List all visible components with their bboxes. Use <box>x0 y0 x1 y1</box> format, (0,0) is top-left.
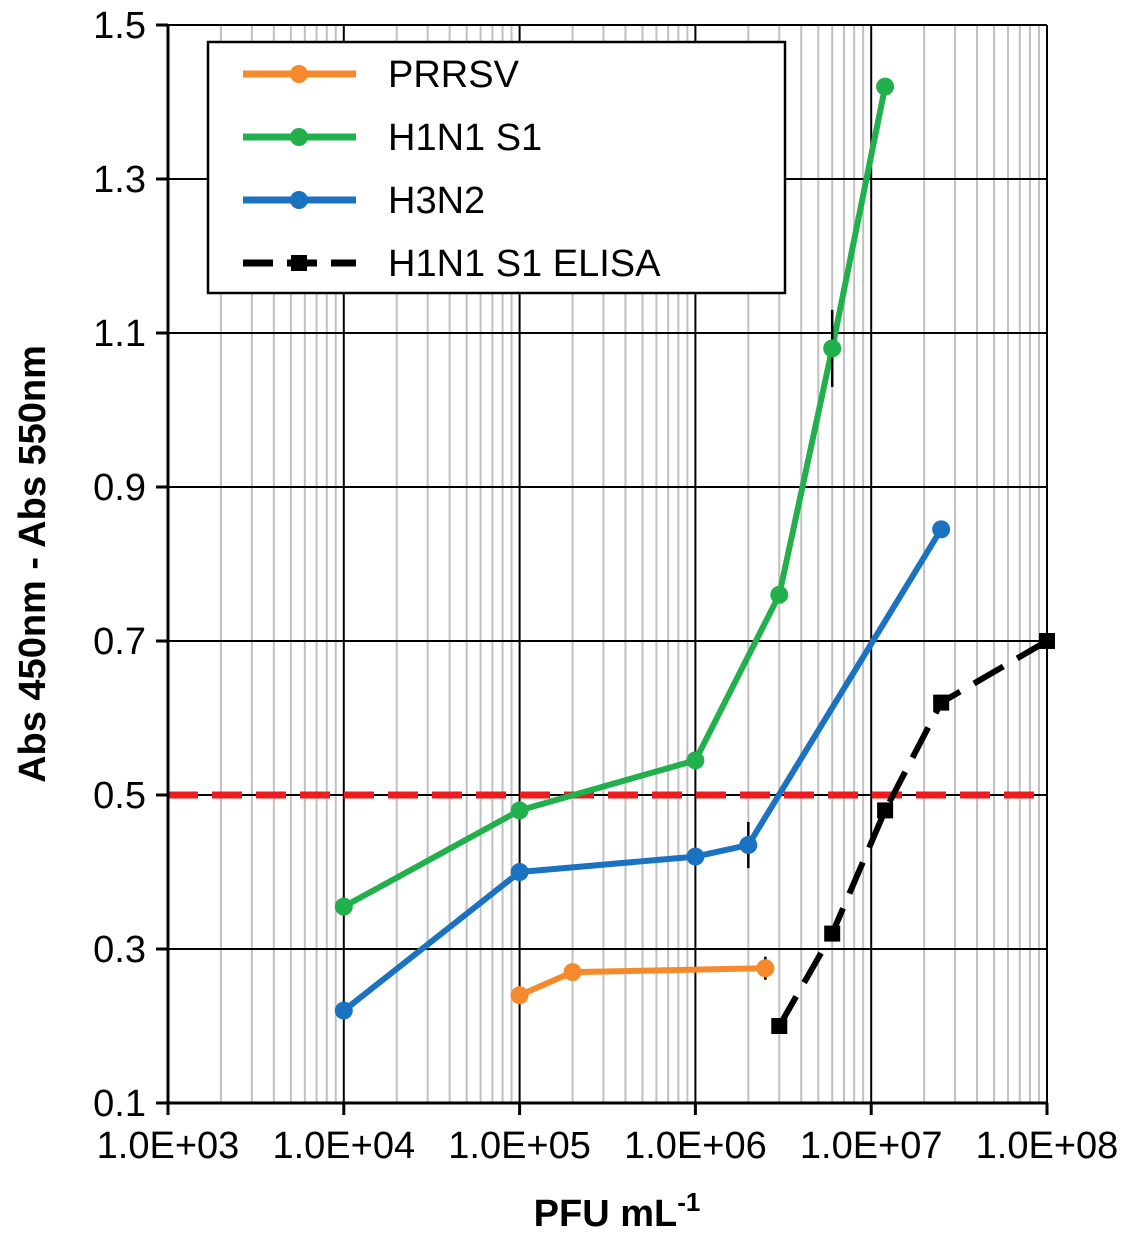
data-point <box>771 1018 788 1034</box>
axis-titles: PFU mL-1 Abs 450nm - Abs 550nm <box>12 345 700 1235</box>
legend-swatch-marker <box>290 191 308 209</box>
y-tick-label: 0.5 <box>93 775 146 817</box>
x-tick-label: 1.0E+03 <box>97 1125 240 1167</box>
x-axis-title-superscript: -1 <box>677 1187 700 1217</box>
y-axis-title: Abs 450nm - Abs 550nm <box>12 345 54 783</box>
legend-swatch-marker <box>290 65 308 83</box>
y-tick-label: 1.5 <box>93 5 146 47</box>
data-point <box>770 585 789 604</box>
y-tick-label: 0.7 <box>93 621 146 663</box>
data-point <box>510 986 529 1005</box>
data-point <box>686 751 705 770</box>
data-point <box>510 801 529 820</box>
data-point <box>334 897 353 916</box>
legend-label: H1N1 S1 <box>388 117 542 159</box>
data-point <box>823 339 842 358</box>
data-point <box>563 963 582 982</box>
data-point <box>334 1001 353 1020</box>
y-tick-label: 0.9 <box>93 467 146 509</box>
y-tick-label: 0.3 <box>93 929 146 971</box>
series-h3n2 <box>334 520 951 1020</box>
data-point <box>686 847 705 866</box>
legend-swatch-marker <box>290 128 308 146</box>
legend-label: H1N1 S1 ELISA <box>388 243 661 285</box>
legend: PRRSV H1N1 S1 H3N2 H1N1 S1 ELISA <box>206 40 787 295</box>
legend-label: PRRSV <box>388 54 520 96</box>
x-tick-label: 1.0E+08 <box>976 1125 1119 1167</box>
data-point <box>876 77 895 96</box>
x-tick-label: 1.0E+04 <box>272 1125 415 1167</box>
legend-swatch-marker <box>291 255 307 271</box>
series-h1n1-s1 <box>334 77 895 916</box>
legend-item-prrsv: PRRSV <box>243 54 520 96</box>
x-axis-title-text: PFU mL <box>534 1193 678 1235</box>
legend-label: H3N2 <box>388 180 485 222</box>
data-point <box>510 863 529 881</box>
data-point <box>1039 633 1055 649</box>
data-point <box>756 959 775 978</box>
series-prrsv <box>510 956 775 1005</box>
data-point <box>739 836 758 855</box>
x-tick-label: 1.0E+05 <box>448 1125 591 1167</box>
series-layer <box>334 77 1055 1034</box>
y-tick-label: 1.3 <box>93 159 146 201</box>
legend-box <box>206 40 787 295</box>
y-tick-label: 1.1 <box>93 313 146 355</box>
data-point <box>824 925 841 942</box>
x-tick-label: 1.0E+07 <box>800 1125 943 1167</box>
legend-item-h1n1-s1-elisa: H1N1 S1 ELISA <box>243 243 661 285</box>
data-point <box>933 694 950 711</box>
series-line-h1n1-s1-elisa <box>776 638 1049 1028</box>
series-h1n1-s1-elisa <box>771 633 1055 1034</box>
axes: 0.1 0.3 0.5 0.7 0.9 1.1 1.3 1.5 1.0E+03 1.0E+04 1.… <box>93 5 1118 1167</box>
y-tick-label: 0.1 <box>93 1083 146 1125</box>
x-tick-label: 1.0E+06 <box>624 1125 767 1167</box>
series-line-h1n1-s1 <box>342 86 889 910</box>
data-point <box>877 802 894 819</box>
legend-item-h3n2: H3N2 <box>243 180 485 222</box>
data-point <box>932 520 951 539</box>
legend-item-h1n1-s1: H1N1 S1 <box>243 117 542 159</box>
x-axis-title: PFU mL-1 <box>534 1187 701 1235</box>
